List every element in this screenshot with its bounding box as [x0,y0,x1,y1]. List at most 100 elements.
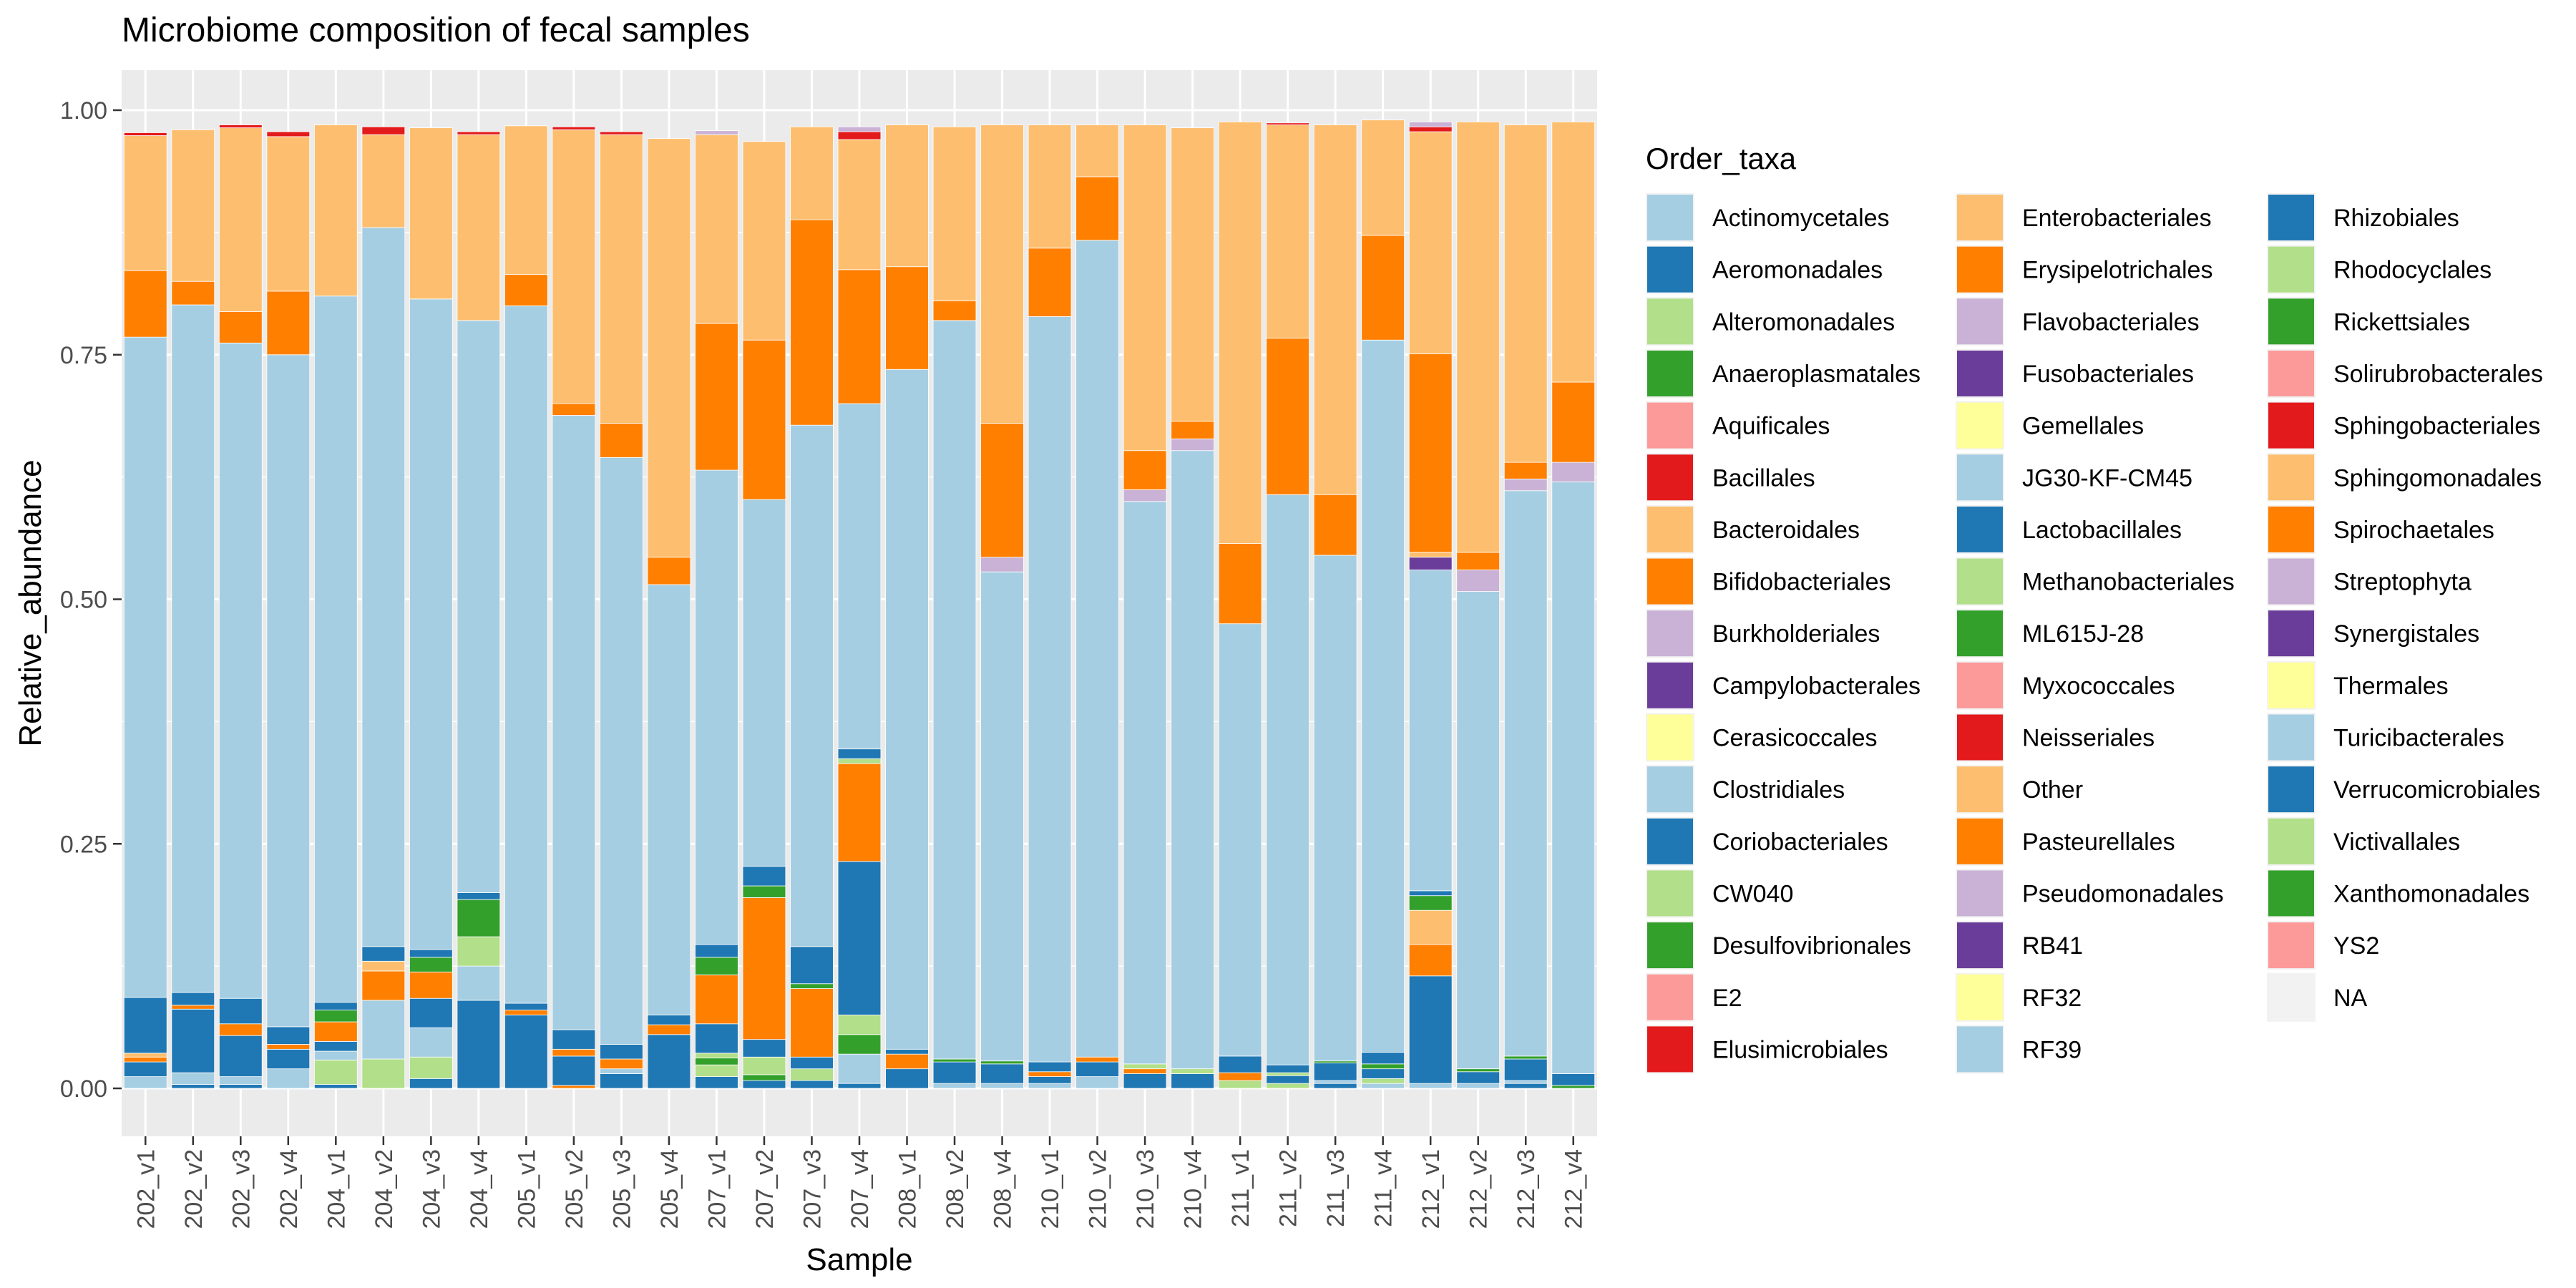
x-tick-label: 204_v1 [323,1149,350,1229]
bar-segment [409,949,453,958]
bar-segment [647,1024,691,1035]
y-tick-label: 0.50 [60,587,107,614]
bar-segment [837,861,882,1015]
bar-segment [552,1055,596,1086]
legend-swatch [1957,610,2003,657]
bar-segment [1551,482,1596,1074]
bar-segment [1266,1075,1309,1084]
legend-item: Campylobacterales [1646,660,1921,710]
legend-item: Bacillales [1646,453,1815,502]
legend-label: Thermales [2333,673,2449,700]
legend-item: Turicibacterales [2267,713,2504,762]
legend-label: YS2 [2333,932,2379,960]
legend-swatch [2268,870,2314,917]
bar-segment [600,1044,643,1060]
bar-210_v1 [1028,125,1072,1089]
bar-segment [313,1010,358,1023]
bar-segment [123,132,167,136]
bar-segment [361,126,406,135]
bar-segment [1266,338,1309,495]
legend-swatch [2268,350,2314,396]
bar-segment [313,1040,358,1052]
legend-swatch [1957,818,2003,864]
legend-swatch [1957,922,2003,969]
bar-segment [313,1084,358,1089]
x-tick-label: 204_v4 [466,1149,493,1229]
bar-segment [552,1029,596,1050]
bar-segment [504,1015,548,1089]
bar-segment [1503,125,1548,463]
bar-202_v1 [123,132,167,1089]
bar-segment [123,135,167,271]
legend-swatch [2268,558,2314,605]
bar-210_v2 [1075,125,1119,1089]
bar-segment [885,369,929,1050]
legend-swatch [1647,246,1693,293]
legend-label: Aquificales [1712,413,1830,440]
legend-item: Alteromonadales [1646,297,1895,346]
legend-item: Cerasicoccales [1646,713,1878,762]
legend-label: Cerasicoccales [1712,725,1878,752]
bar-segment [552,415,596,1030]
legend-item: RF32 [1956,972,2082,1022]
bar-segment [1456,1071,1501,1084]
legend-swatch [1957,714,2003,761]
bar-204_v4 [457,131,501,1089]
bar-segment [409,298,453,950]
legend-item: YS2 [2267,921,2379,970]
bar-segment [361,946,406,962]
x-tick-label: 212_v2 [1465,1149,1493,1229]
bar-211_v3 [1313,125,1357,1089]
bar-212_v2 [1456,122,1501,1089]
bar-segment [695,1023,738,1054]
legend-item: Flavobacteriales [1956,297,2200,346]
bar-204_v2 [361,126,406,1089]
bar-segment [552,403,596,416]
legend-item: Clostridiales [1646,765,1845,814]
bar-segment [1503,490,1548,1057]
bar-segment [885,1048,929,1055]
legend-label: Erysipelotrichales [2022,257,2212,284]
legend-swatch [2268,974,2314,1020]
x-tick-label: 210_v4 [1180,1149,1207,1229]
x-tick-label: 208_v2 [942,1149,969,1229]
legend-swatch [1647,662,1693,708]
x-tick-label: 210_v2 [1085,1149,1112,1229]
bar-segment [837,748,882,759]
bar-segment [1503,462,1548,479]
bar-segment [457,1000,501,1089]
bar-segment [790,988,834,1058]
bar-segment [171,1005,215,1010]
bar-segment [1218,543,1262,625]
bar-segment [1123,501,1167,1065]
bar-segment [790,219,834,426]
bar-segment [980,1060,1024,1065]
bar-segment [1408,122,1453,127]
bar-segment [1408,909,1453,945]
bar-segment [504,274,548,306]
legend-label: Rhodocyclales [2333,257,2492,284]
bar-segment [218,1035,263,1077]
bar-208_v1 [885,125,929,1089]
bar-segment [1551,462,1596,482]
legend-swatch [2268,402,2314,449]
bar-segment [1313,1063,1357,1081]
bar-segment [837,131,882,140]
bar-segment [1028,1071,1072,1077]
bar-segment [218,1023,263,1036]
legend-label: Neisseriales [2022,725,2155,752]
legend: Actinomycetales Aeromonadales Alteromonada… [1646,193,2543,1074]
bar-segment [1456,1083,1501,1089]
bar-segment [695,130,738,135]
legend-item: Victivallales [2267,816,2460,866]
legend-label: Turicibacterales [2333,725,2504,752]
bar-segment [1456,1068,1501,1073]
bar-segment [790,946,834,985]
bar-segment [266,136,311,292]
bar-segment [1313,494,1357,556]
bar-segment [504,305,548,1004]
bar-segment [1171,450,1214,1070]
legend-item: Coriobacteriales [1646,816,1888,866]
legend-swatch [2268,298,2314,345]
bar-segment [1551,1073,1596,1086]
